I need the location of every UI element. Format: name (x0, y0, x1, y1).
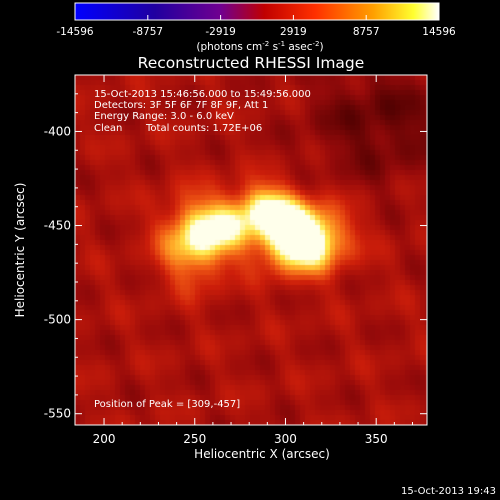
annotation-peak: Position of Peak = [309,-457] (94, 399, 240, 410)
x-tick-label: 200 (93, 432, 116, 446)
colorbar-tick-label: -8757 (133, 26, 164, 38)
annotation-time-range: 15-Oct-2013 15:46:56.000 to 15:49:56.000 (94, 89, 311, 100)
x-tick-label: 300 (274, 432, 297, 446)
annotation-method: Clean (94, 123, 122, 134)
y-tick-label: -450 (44, 219, 71, 233)
colorbar-tick-label: 14596 (422, 26, 456, 38)
plot-frame (74, 74, 428, 426)
colorbar (74, 2, 440, 21)
y-tick-label: -500 (44, 313, 71, 327)
colorbar-tick-label: 2919 (280, 26, 307, 38)
colorbar-tick-label: -14596 (56, 26, 94, 38)
axis-ticks: 200 250 300 350 -400 -450 -500 -550 (44, 75, 427, 446)
x-tick-label: 350 (365, 432, 388, 446)
annotation-energy: Energy Range: 3.0 - 6.0 keV (94, 111, 234, 122)
y-tick-label: -400 (44, 124, 71, 138)
footer-timestamp: 15-Oct-2013 19:43 (401, 486, 496, 497)
annotation-counts: Total counts: 1.72E+06 (145, 123, 262, 134)
chart-title: Reconstructed RHESSI Image (138, 54, 365, 72)
colorbar-units: (photons cm-2 s-1 asec-2) (196, 40, 323, 53)
y-tick-label: -550 (44, 407, 71, 421)
y-axis-label: Heliocentric Y (arcsec) (13, 183, 27, 318)
annotation-detectors: Detectors: 3F 5F 6F 7F 8F 9F, Att 1 (94, 100, 268, 111)
colorbar-ticks: -14596 -8757 -2919 2919 8757 14596 (56, 15, 456, 38)
x-axis-label: Heliocentric X (arcsec) (194, 447, 330, 461)
colorbar-tick-label: 8757 (353, 26, 380, 38)
colorbar-tick-label: -2919 (205, 26, 236, 38)
x-tick-label: 250 (183, 432, 206, 446)
heatmap-image (75, 75, 427, 425)
